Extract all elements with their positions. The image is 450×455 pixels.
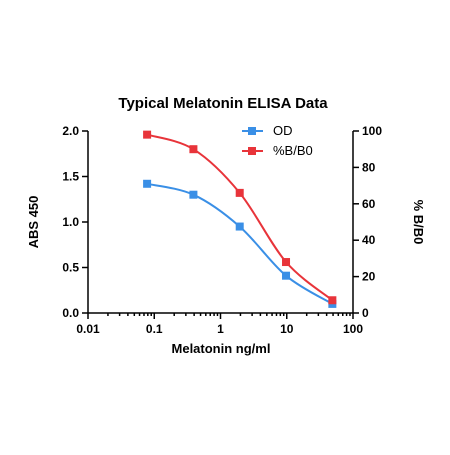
y2-tick-label: 40	[362, 233, 376, 247]
x-tick-label: 0.1	[146, 322, 163, 336]
series-line-bb0	[146, 133, 334, 302]
y-tick-label: 1.0	[62, 215, 79, 229]
y2-tick-label: 60	[362, 197, 376, 211]
legend: OD %B/B0	[242, 123, 313, 158]
y-tick-label: 1.5	[62, 170, 79, 184]
y2-tick-label: 20	[362, 270, 376, 284]
series-layer	[143, 130, 337, 308]
x-axis-label: Melatonin ng/ml	[172, 341, 271, 356]
data-point-od	[282, 271, 291, 280]
legend-marker-bb0	[248, 147, 256, 155]
legend-label-od: OD	[273, 123, 293, 138]
data-point-bb0	[282, 258, 291, 267]
data-point-bb0	[143, 130, 152, 139]
data-point-od	[143, 179, 152, 188]
ticks	[82, 130, 359, 319]
x-tick-label: 100	[343, 322, 363, 336]
legend-label-bb0: %B/B0	[273, 143, 313, 158]
y-tick-label: 2.0	[62, 124, 79, 138]
data-point-bb0	[189, 145, 198, 154]
data-point-od	[189, 190, 198, 199]
y-tick-label: 0.0	[62, 306, 79, 320]
y2-axis-label: % B/B0	[411, 200, 426, 245]
legend-marker-od	[248, 127, 256, 135]
y-tick-label: 0.5	[62, 261, 79, 275]
x-tick-label: 0.01	[76, 322, 100, 336]
y-axis-label: ABS 450	[26, 196, 41, 249]
x-tick-label: 10	[280, 322, 294, 336]
data-point-bb0	[235, 188, 244, 197]
chart-title: Typical Melatonin ELISA Data	[118, 95, 328, 112]
tick-labels: 0.01 0.1 1 10 100 0.0 0.5 1.0 1.5 2.0 0 20 40 60 80 100	[62, 124, 382, 336]
x-tick-label: 1	[217, 322, 224, 336]
y2-tick-label: 80	[362, 160, 376, 174]
data-point-bb0	[328, 296, 337, 305]
y2-tick-label: 100	[362, 124, 382, 138]
series-line-od	[146, 182, 333, 305]
data-point-od	[235, 222, 244, 231]
y2-tick-label: 0	[362, 306, 369, 320]
